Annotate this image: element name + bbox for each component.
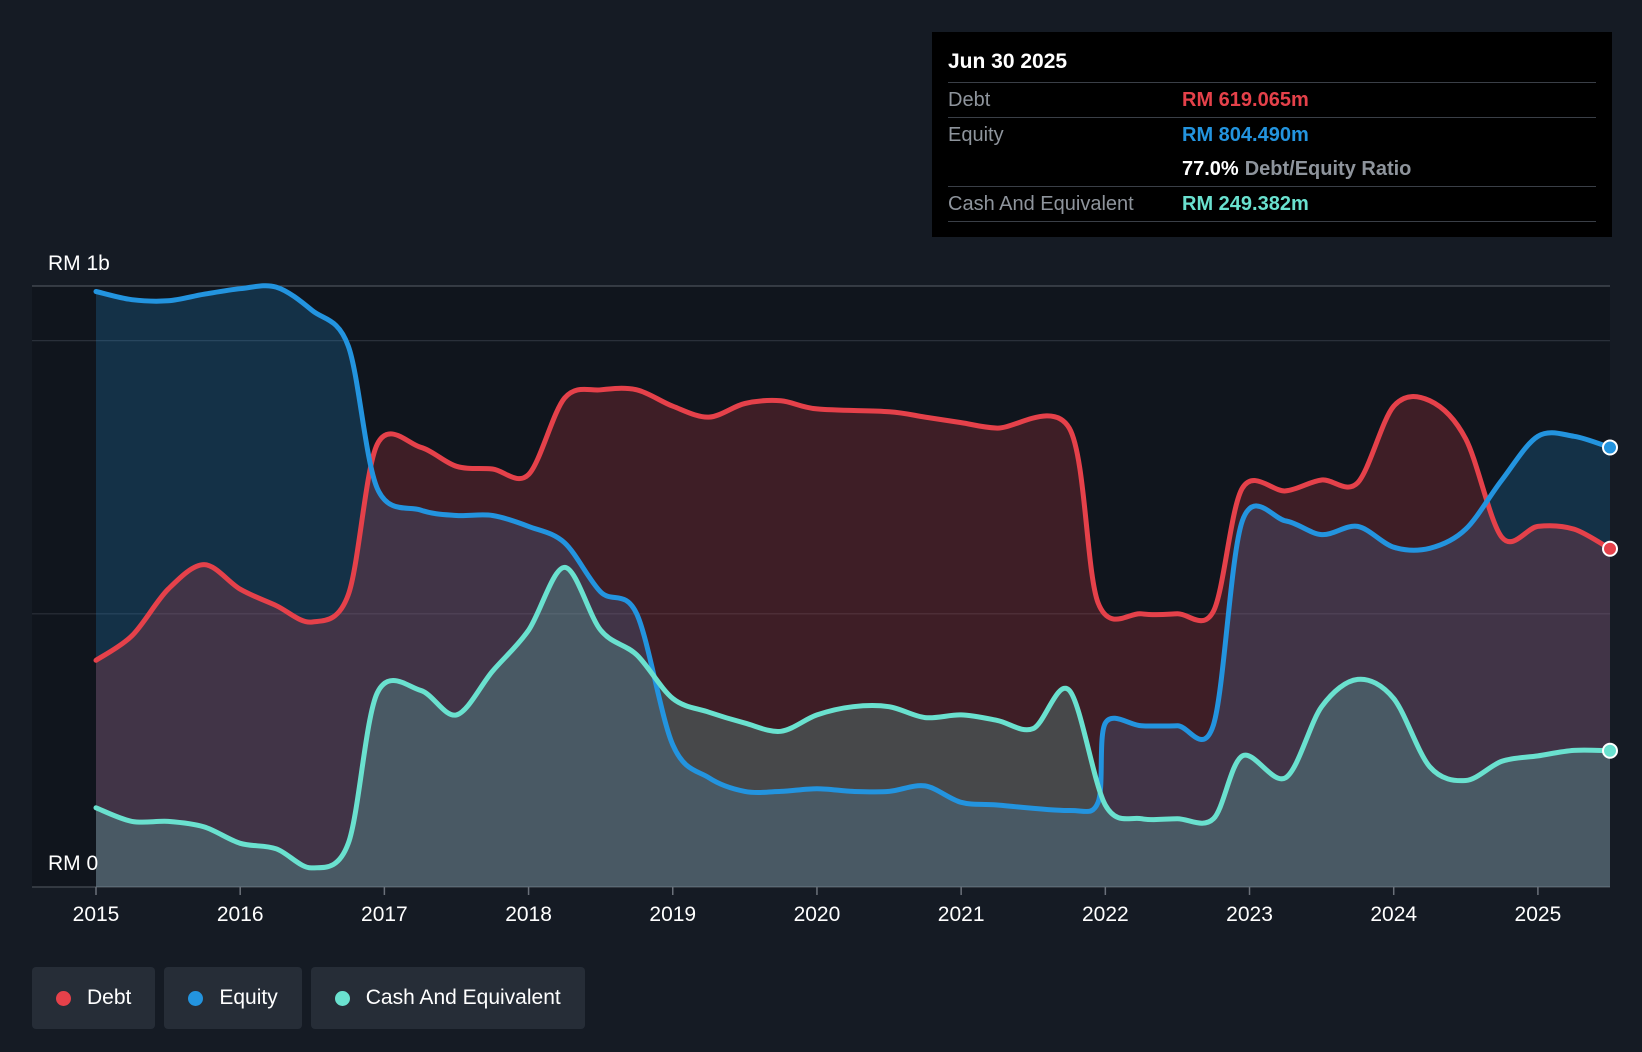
y-axis-min-label: RM 0 — [48, 852, 98, 875]
tooltip-equity-value: RM 804.490m — [1182, 123, 1309, 146]
end-point-cash-and-equivalent — [1602, 742, 1618, 759]
tooltip-equity-row: Equity RM 804.490m — [948, 117, 1596, 152]
debt-dot-icon — [56, 990, 71, 1006]
x-tick-label: 2025 — [1515, 903, 1562, 926]
end-point-debt — [1602, 540, 1618, 557]
line-cash-and-equivalent — [93, 564, 1613, 871]
tooltip-ratio-value: 77.0% — [1182, 157, 1239, 180]
series-end-markers — [1602, 439, 1618, 759]
x-tick-label: 2019 — [649, 903, 696, 926]
tooltip-debt-value: RM 619.065m — [1182, 88, 1309, 111]
end-point-equity — [1602, 439, 1618, 456]
tooltip-cash-label: Cash And Equivalent — [948, 192, 1134, 215]
x-tick-label: 2017 — [361, 903, 408, 926]
x-axis: 2015 2016 2017 2018 2019 2020 2021 2022 2023 2024… — [73, 887, 1562, 926]
cash-dot-icon — [334, 990, 350, 1006]
tooltip-equity-label: Equity — [948, 123, 1004, 146]
area-equity — [96, 285, 1610, 888]
series-lines — [93, 283, 1613, 871]
tooltip-cash-row: Cash And Equivalent RM 249.382m — [948, 186, 1596, 222]
tooltip-date: Jun 30 2025 — [948, 50, 1068, 73]
x-tick-label: 2022 — [1082, 903, 1129, 926]
line-debt — [93, 385, 1613, 663]
tooltip-ratio-label: Debt/Equity Ratio — [1244, 157, 1412, 180]
tooltip-ratio-row: 77.0% Debt/Equity Ratio — [948, 152, 1596, 186]
x-tick-label: 2018 — [505, 903, 552, 926]
x-tick-label: 2023 — [1226, 903, 1273, 926]
y-axis-max-label: RM 1b — [48, 252, 110, 275]
x-tick-label: 2020 — [794, 903, 841, 926]
legend-cash-label: Cash And Equivalent — [365, 986, 561, 1009]
tooltip-debt-label: Debt — [948, 88, 991, 111]
x-tick-label: 2016 — [217, 903, 264, 926]
legend-item-equity[interactable]: Equity — [164, 967, 302, 1029]
x-tick-label: 2015 — [73, 903, 120, 926]
x-tick-label: 2024 — [1370, 903, 1417, 926]
x-tick-label: 2021 — [938, 903, 985, 926]
tooltip-panel: Jun 30 2025 Debt RM 619.065m Equity RM 8… — [932, 32, 1612, 237]
area-cash-and-equivalent — [96, 567, 1610, 887]
tooltip-cash-value: RM 249.382m — [1182, 192, 1309, 215]
legend-equity-label: Equity — [219, 986, 278, 1009]
legend-item-cash[interactable]: Cash And Equivalent — [310, 967, 585, 1029]
gridlines — [32, 285, 1610, 888]
legend-debt-label: Debt — [87, 986, 132, 1009]
equity-dot-icon — [188, 990, 204, 1006]
legend: Debt Equity Cash And Equivalent — [32, 967, 585, 1029]
tooltip-debt-row: Debt RM 619.065m — [948, 82, 1596, 117]
line-equity — [93, 283, 1613, 814]
legend-item-debt[interactable]: Debt — [32, 967, 156, 1029]
